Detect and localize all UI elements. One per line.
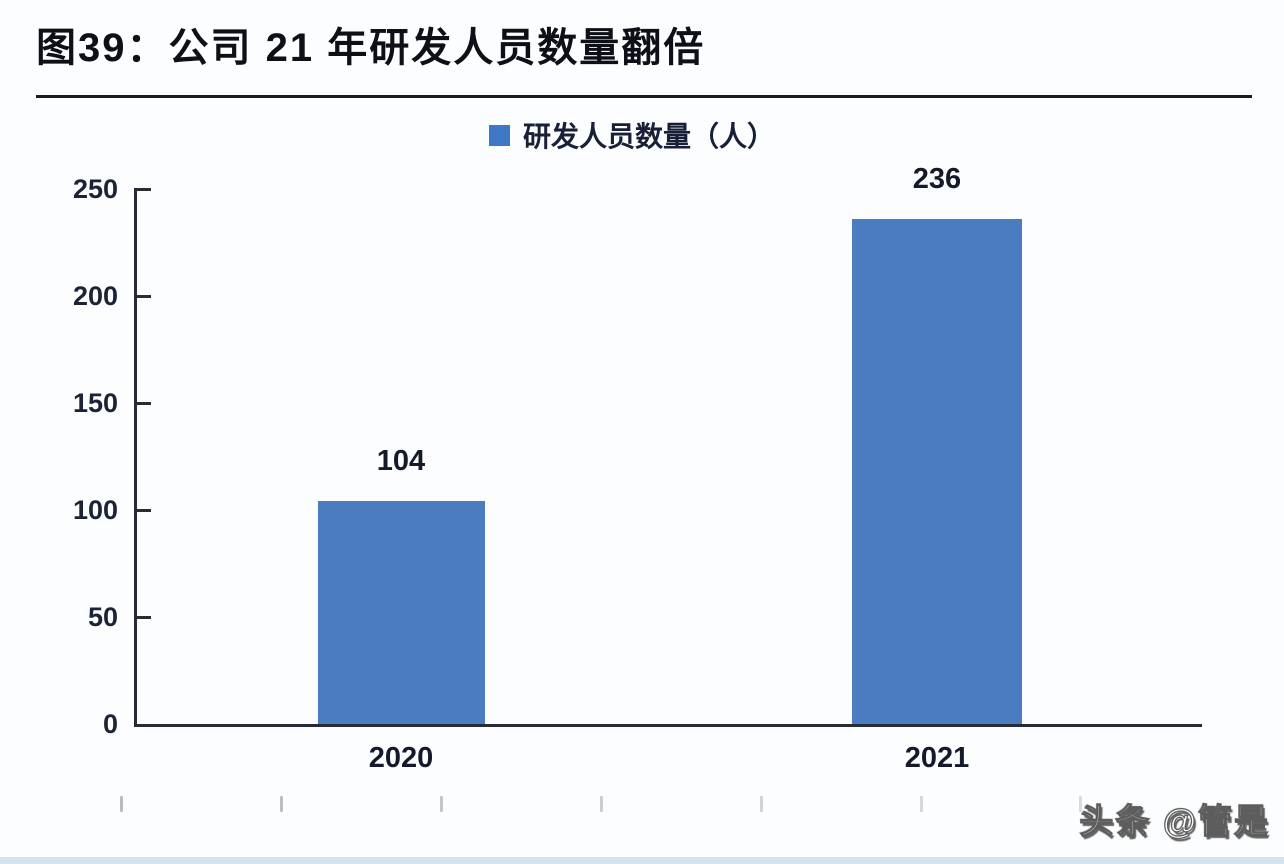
bar-2021: [852, 219, 1022, 724]
ruler-tick: [280, 796, 283, 812]
ruler-tick: [600, 796, 603, 812]
ruler-tick: [1079, 796, 1082, 812]
bar-value-label-2021: 236: [912, 163, 962, 195]
ruler-tick: [440, 796, 443, 812]
y-axis-label: 250: [72, 174, 118, 204]
y-axis-label: 100: [72, 495, 118, 525]
x-axis-category-2021: 2021: [904, 742, 970, 774]
legend-swatch-icon: [489, 124, 510, 146]
ruler-tick: [760, 796, 763, 812]
y-axis-tick: [134, 509, 151, 512]
y-axis-tick: [134, 402, 151, 405]
bottom-edge-strip: [0, 857, 1284, 864]
y-axis-label: 150: [72, 388, 118, 418]
ruler-tick: [120, 796, 123, 812]
ruler-tick: [920, 796, 923, 812]
bar-value-label-2020: 104: [376, 445, 426, 477]
figure-title: 图39：公司 21 年研发人员数量翻倍: [36, 26, 706, 70]
y-axis-label: 50: [87, 602, 118, 632]
y-axis-tick: [134, 616, 151, 619]
title-underline: [36, 95, 1252, 98]
x-axis-category-2020: 2020: [368, 742, 434, 774]
y-axis-line: [134, 189, 137, 727]
bar-2020: [318, 501, 485, 724]
watermark: 头条 @管是: [1079, 802, 1270, 841]
y-axis-label: 200: [72, 281, 118, 311]
y-axis-tick: [134, 188, 151, 191]
y-axis-label: 0: [102, 709, 118, 739]
legend: 研发人员数量（人）: [489, 117, 775, 153]
legend-label: 研发人员数量（人）: [523, 121, 776, 152]
x-axis-line: [134, 724, 1202, 727]
y-axis-tick: [134, 295, 151, 298]
